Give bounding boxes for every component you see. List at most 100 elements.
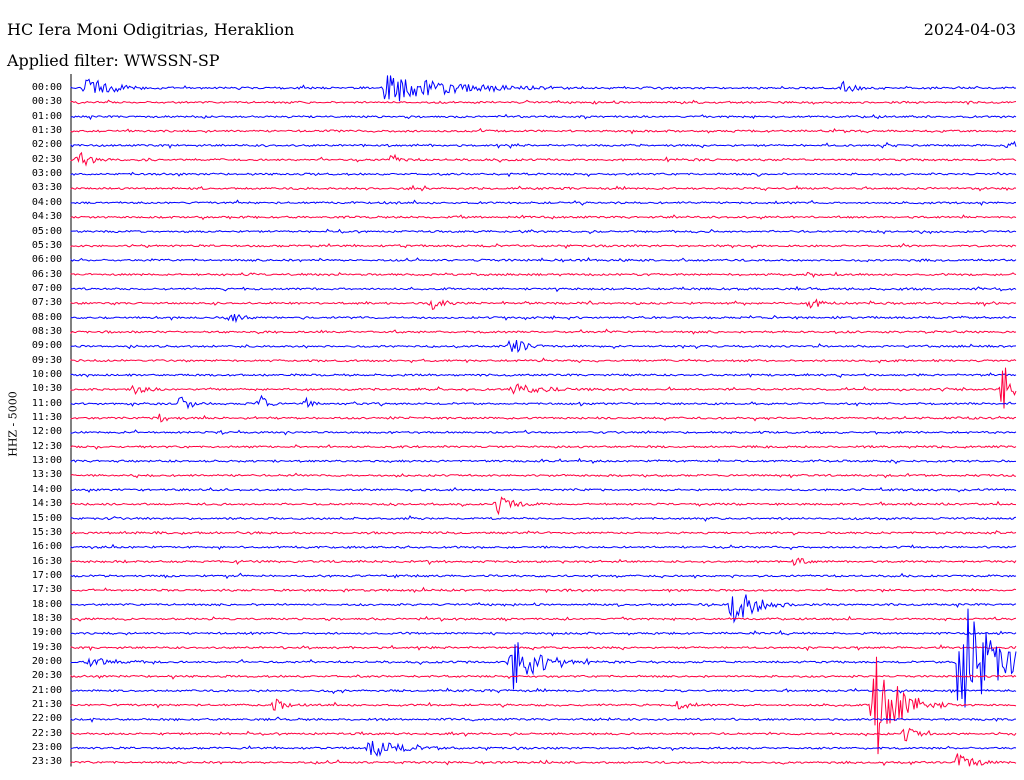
- tick-label: 04:00: [31, 196, 62, 208]
- trace-10-30: [70, 367, 1017, 409]
- trace-04-00: [70, 199, 1017, 207]
- trace-09-30: [70, 357, 1017, 364]
- tick-label: 17:00: [31, 569, 62, 581]
- tick-label: 03:00: [31, 168, 62, 180]
- tick-label: 14:00: [31, 483, 62, 495]
- trace-22-00: [70, 716, 1016, 723]
- tick-label: 05:00: [31, 225, 62, 237]
- trace-02-30: [70, 151, 1017, 167]
- tick-label: 17:30: [31, 584, 62, 596]
- tick-label: 01:00: [31, 110, 62, 122]
- tick-label: 15:30: [31, 526, 62, 538]
- tick-label: 22:30: [31, 727, 62, 739]
- tick-label: 11:30: [31, 412, 62, 424]
- tick-label: 06:30: [31, 268, 62, 280]
- tick-label: 23:00: [31, 742, 62, 754]
- trace-03-30: [70, 184, 1017, 192]
- trace-10-00: [70, 372, 1017, 378]
- tick-label: 12:00: [31, 426, 62, 438]
- tick-label: 09:30: [31, 354, 62, 366]
- trace-22-30: [70, 727, 1017, 742]
- tick-label: 12:30: [31, 440, 62, 452]
- trace-00-30: [70, 99, 1017, 106]
- tick-label: 13:30: [31, 469, 62, 481]
- tick-label: 07:00: [31, 282, 62, 294]
- tick-label: 00:30: [31, 96, 62, 108]
- tick-label: 21:00: [31, 684, 62, 696]
- tick-label: 16:30: [31, 555, 62, 567]
- trace-15-00: [70, 515, 1017, 522]
- trace-13-30: [70, 472, 1017, 479]
- trace-01-00: [70, 113, 1017, 121]
- tick-label: 16:00: [31, 541, 62, 553]
- trace-16-30: [70, 557, 1017, 567]
- tick-label: 09:00: [31, 340, 62, 352]
- tick-label: 10:00: [31, 369, 62, 380]
- tick-label: 03:30: [31, 182, 62, 194]
- trace-15-30: [70, 530, 1017, 536]
- tick-label: 00:00: [31, 82, 62, 93]
- tick-label: 15:00: [31, 512, 62, 524]
- trace-06-00: [70, 257, 1017, 263]
- tick-label: 19:30: [31, 641, 62, 653]
- tick-label: 22:00: [31, 713, 62, 725]
- tick-label: 02:00: [31, 139, 62, 151]
- tick-label: 18:30: [31, 612, 62, 624]
- tick-label: 20:00: [31, 656, 62, 667]
- trace-11-30: [70, 413, 1017, 423]
- trace-07-30: [70, 298, 1017, 310]
- tick-label: 19:00: [31, 627, 62, 639]
- filter-label: Applied filter: WWSSN-SP: [7, 51, 220, 70]
- tick-label: 11:00: [31, 397, 62, 409]
- station-title: HC Iera Moni Odigitrias, Heraklion: [7, 20, 295, 39]
- trace-12-00: [70, 429, 1017, 436]
- trace-14-00: [70, 486, 1017, 493]
- tick-label: 05:30: [31, 239, 62, 251]
- trace-00-00: [70, 75, 1017, 102]
- trace-21-00: [70, 687, 1017, 695]
- trace-12-30: [70, 444, 1017, 450]
- trace-08-00: [70, 313, 1016, 324]
- tick-label: 07:30: [31, 297, 62, 309]
- tick-label: 02:30: [31, 153, 62, 165]
- trace-16-00: [70, 543, 1017, 551]
- trace-17-00: [70, 572, 1017, 580]
- trace-08-30: [70, 328, 1017, 335]
- trace-13-00: [70, 457, 1016, 465]
- trace-02-00: [70, 140, 1017, 150]
- trace-23-00: [70, 740, 1017, 757]
- record-date: 2024-04-03: [923, 20, 1016, 39]
- tick-label: 13:00: [31, 455, 62, 467]
- tick-label: 18:00: [31, 598, 62, 610]
- tick-label: 04:30: [31, 211, 62, 223]
- trace-11-00: [70, 394, 1017, 410]
- trace-01-30: [70, 127, 1017, 135]
- trace-21-30: [70, 656, 1017, 755]
- trace-18-30: [70, 615, 1017, 622]
- tick-label: 20:30: [31, 670, 62, 682]
- trace-20-30: [70, 674, 1017, 680]
- tick-label: 10:30: [31, 383, 62, 395]
- trace-18-00: [70, 594, 1017, 624]
- tick-label: 08:30: [31, 325, 62, 337]
- trace-19-30: [70, 644, 1017, 652]
- tick-label: 23:30: [31, 756, 62, 768]
- trace-14-30: [70, 496, 1017, 516]
- trace-23-30: [70, 753, 1017, 767]
- trace-19-00: [70, 629, 1017, 637]
- trace-20-00: [70, 608, 1017, 708]
- trace-07-00: [70, 285, 1017, 293]
- trace-04-30: [70, 214, 1017, 221]
- tick-label: 08:00: [31, 311, 62, 323]
- trace-05-30: [70, 242, 1017, 249]
- tick-label: 21:30: [31, 699, 62, 711]
- trace-09-00: [70, 339, 1017, 354]
- time-axis: 00:00 00:30 01:00 01:30 02:00 02:30 03:00 03:30…: [0, 0, 68, 780]
- trace-17-30: [70, 586, 1017, 594]
- trace-06-30: [70, 271, 1017, 278]
- tick-label: 14:30: [31, 498, 62, 510]
- trace-03-00: [70, 171, 1017, 178]
- tick-label: 01:30: [31, 125, 62, 137]
- trace-05-00: [70, 228, 1017, 235]
